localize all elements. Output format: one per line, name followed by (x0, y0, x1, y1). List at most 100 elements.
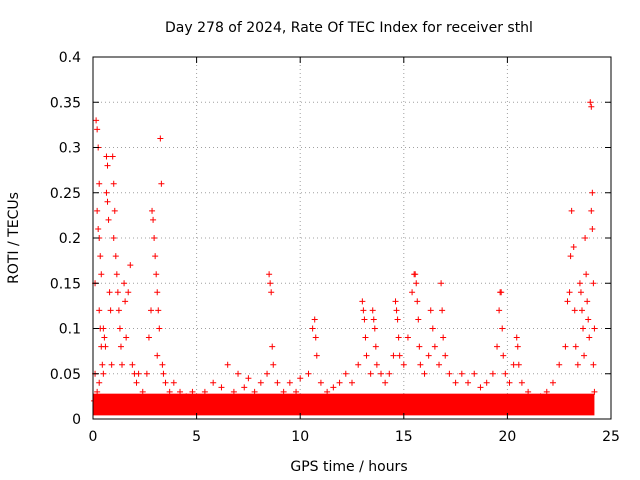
data-point (394, 316, 401, 323)
y-tick-label: 0.1 (59, 322, 81, 338)
data-point (112, 253, 119, 260)
data-point (94, 388, 101, 395)
data-point (494, 343, 501, 350)
data-point (151, 235, 158, 241)
data-point (564, 298, 571, 305)
data-point (425, 352, 432, 359)
data-point (510, 361, 517, 368)
data-point (156, 325, 163, 332)
data-point (421, 370, 428, 377)
axes (92, 56, 612, 420)
y-tick-label: 0.25 (50, 186, 81, 202)
data-point (413, 280, 420, 287)
x-tick-label: 15 (395, 429, 413, 445)
data-point (404, 334, 411, 341)
data-point (96, 180, 103, 187)
data-point (458, 370, 465, 377)
data-point (382, 379, 389, 386)
data-point (349, 379, 355, 386)
data-point (104, 162, 111, 169)
data-point (355, 361, 362, 368)
data-point (109, 153, 116, 160)
data-point (417, 361, 424, 368)
data-point (170, 379, 177, 386)
x-tick-label: 20 (498, 429, 516, 445)
data-point (571, 307, 578, 314)
data-point (129, 361, 136, 368)
y-axis-label: ROTI / TECUs (6, 192, 22, 284)
data-point (157, 135, 164, 142)
tick-labels: 0 5 10 15 20 25 0 0.05 0.1 0.15 0.2 0.25 0.3 0.35 0.4 (50, 50, 620, 445)
data-point (414, 298, 421, 305)
data-point (99, 361, 106, 368)
y-tick-label: 0.15 (50, 276, 81, 292)
data-point (395, 334, 402, 341)
data-points (91, 99, 598, 404)
data-point (150, 216, 157, 223)
data-point (371, 325, 378, 332)
data-point (104, 198, 111, 205)
data-point (121, 280, 128, 287)
data-point (267, 280, 274, 287)
data-point (361, 316, 368, 323)
data-point (251, 388, 258, 395)
data-point (439, 307, 446, 314)
data-point (274, 379, 281, 386)
data-point (305, 370, 312, 377)
data-point (543, 388, 550, 395)
data-point (264, 370, 271, 377)
data-point (591, 325, 598, 332)
data-point (177, 388, 184, 395)
data-point (496, 307, 503, 314)
data-point (465, 379, 472, 386)
data-point (153, 271, 160, 278)
data-point (193, 397, 200, 404)
data-point (230, 388, 237, 395)
data-point (93, 117, 100, 124)
data-point (152, 253, 159, 260)
data-point (105, 216, 112, 223)
data-point (500, 352, 507, 359)
data-point (589, 189, 596, 196)
data-point (269, 343, 276, 350)
data-point (286, 379, 293, 386)
data-point (583, 271, 590, 278)
y-tick-label: 0 (72, 412, 81, 428)
data-point (224, 361, 231, 368)
data-point (442, 352, 449, 359)
data-point (97, 253, 104, 260)
data-point (586, 334, 593, 341)
data-point (378, 370, 385, 377)
data-point (578, 307, 585, 314)
data-point (471, 370, 478, 377)
y-tick-label: 0.35 (50, 95, 81, 111)
data-point (108, 361, 115, 368)
data-point (483, 379, 490, 386)
data-point (111, 207, 118, 214)
data-point (123, 334, 130, 341)
data-point (330, 384, 337, 391)
data-point (452, 379, 459, 386)
data-point (102, 343, 109, 350)
data-point (537, 393, 544, 400)
data-point (336, 379, 343, 386)
data-point (556, 361, 563, 368)
data-point (363, 352, 370, 359)
data-point (114, 289, 121, 296)
data-point (567, 253, 574, 260)
data-point (116, 325, 123, 332)
x-tick-label: 25 (602, 429, 620, 445)
data-point (135, 370, 142, 377)
y-tick-label: 0.3 (59, 141, 81, 157)
data-point (317, 379, 324, 386)
data-point (574, 361, 581, 368)
data-point (125, 289, 132, 296)
data-point (589, 225, 596, 232)
data-point (100, 370, 107, 377)
data-point (514, 343, 521, 350)
chart-title: Day 278 of 2024, Rate Of TEC Index for r… (165, 20, 533, 36)
data-point (154, 352, 161, 359)
data-point (577, 289, 584, 296)
data-point (257, 379, 264, 386)
data-point (127, 262, 134, 269)
